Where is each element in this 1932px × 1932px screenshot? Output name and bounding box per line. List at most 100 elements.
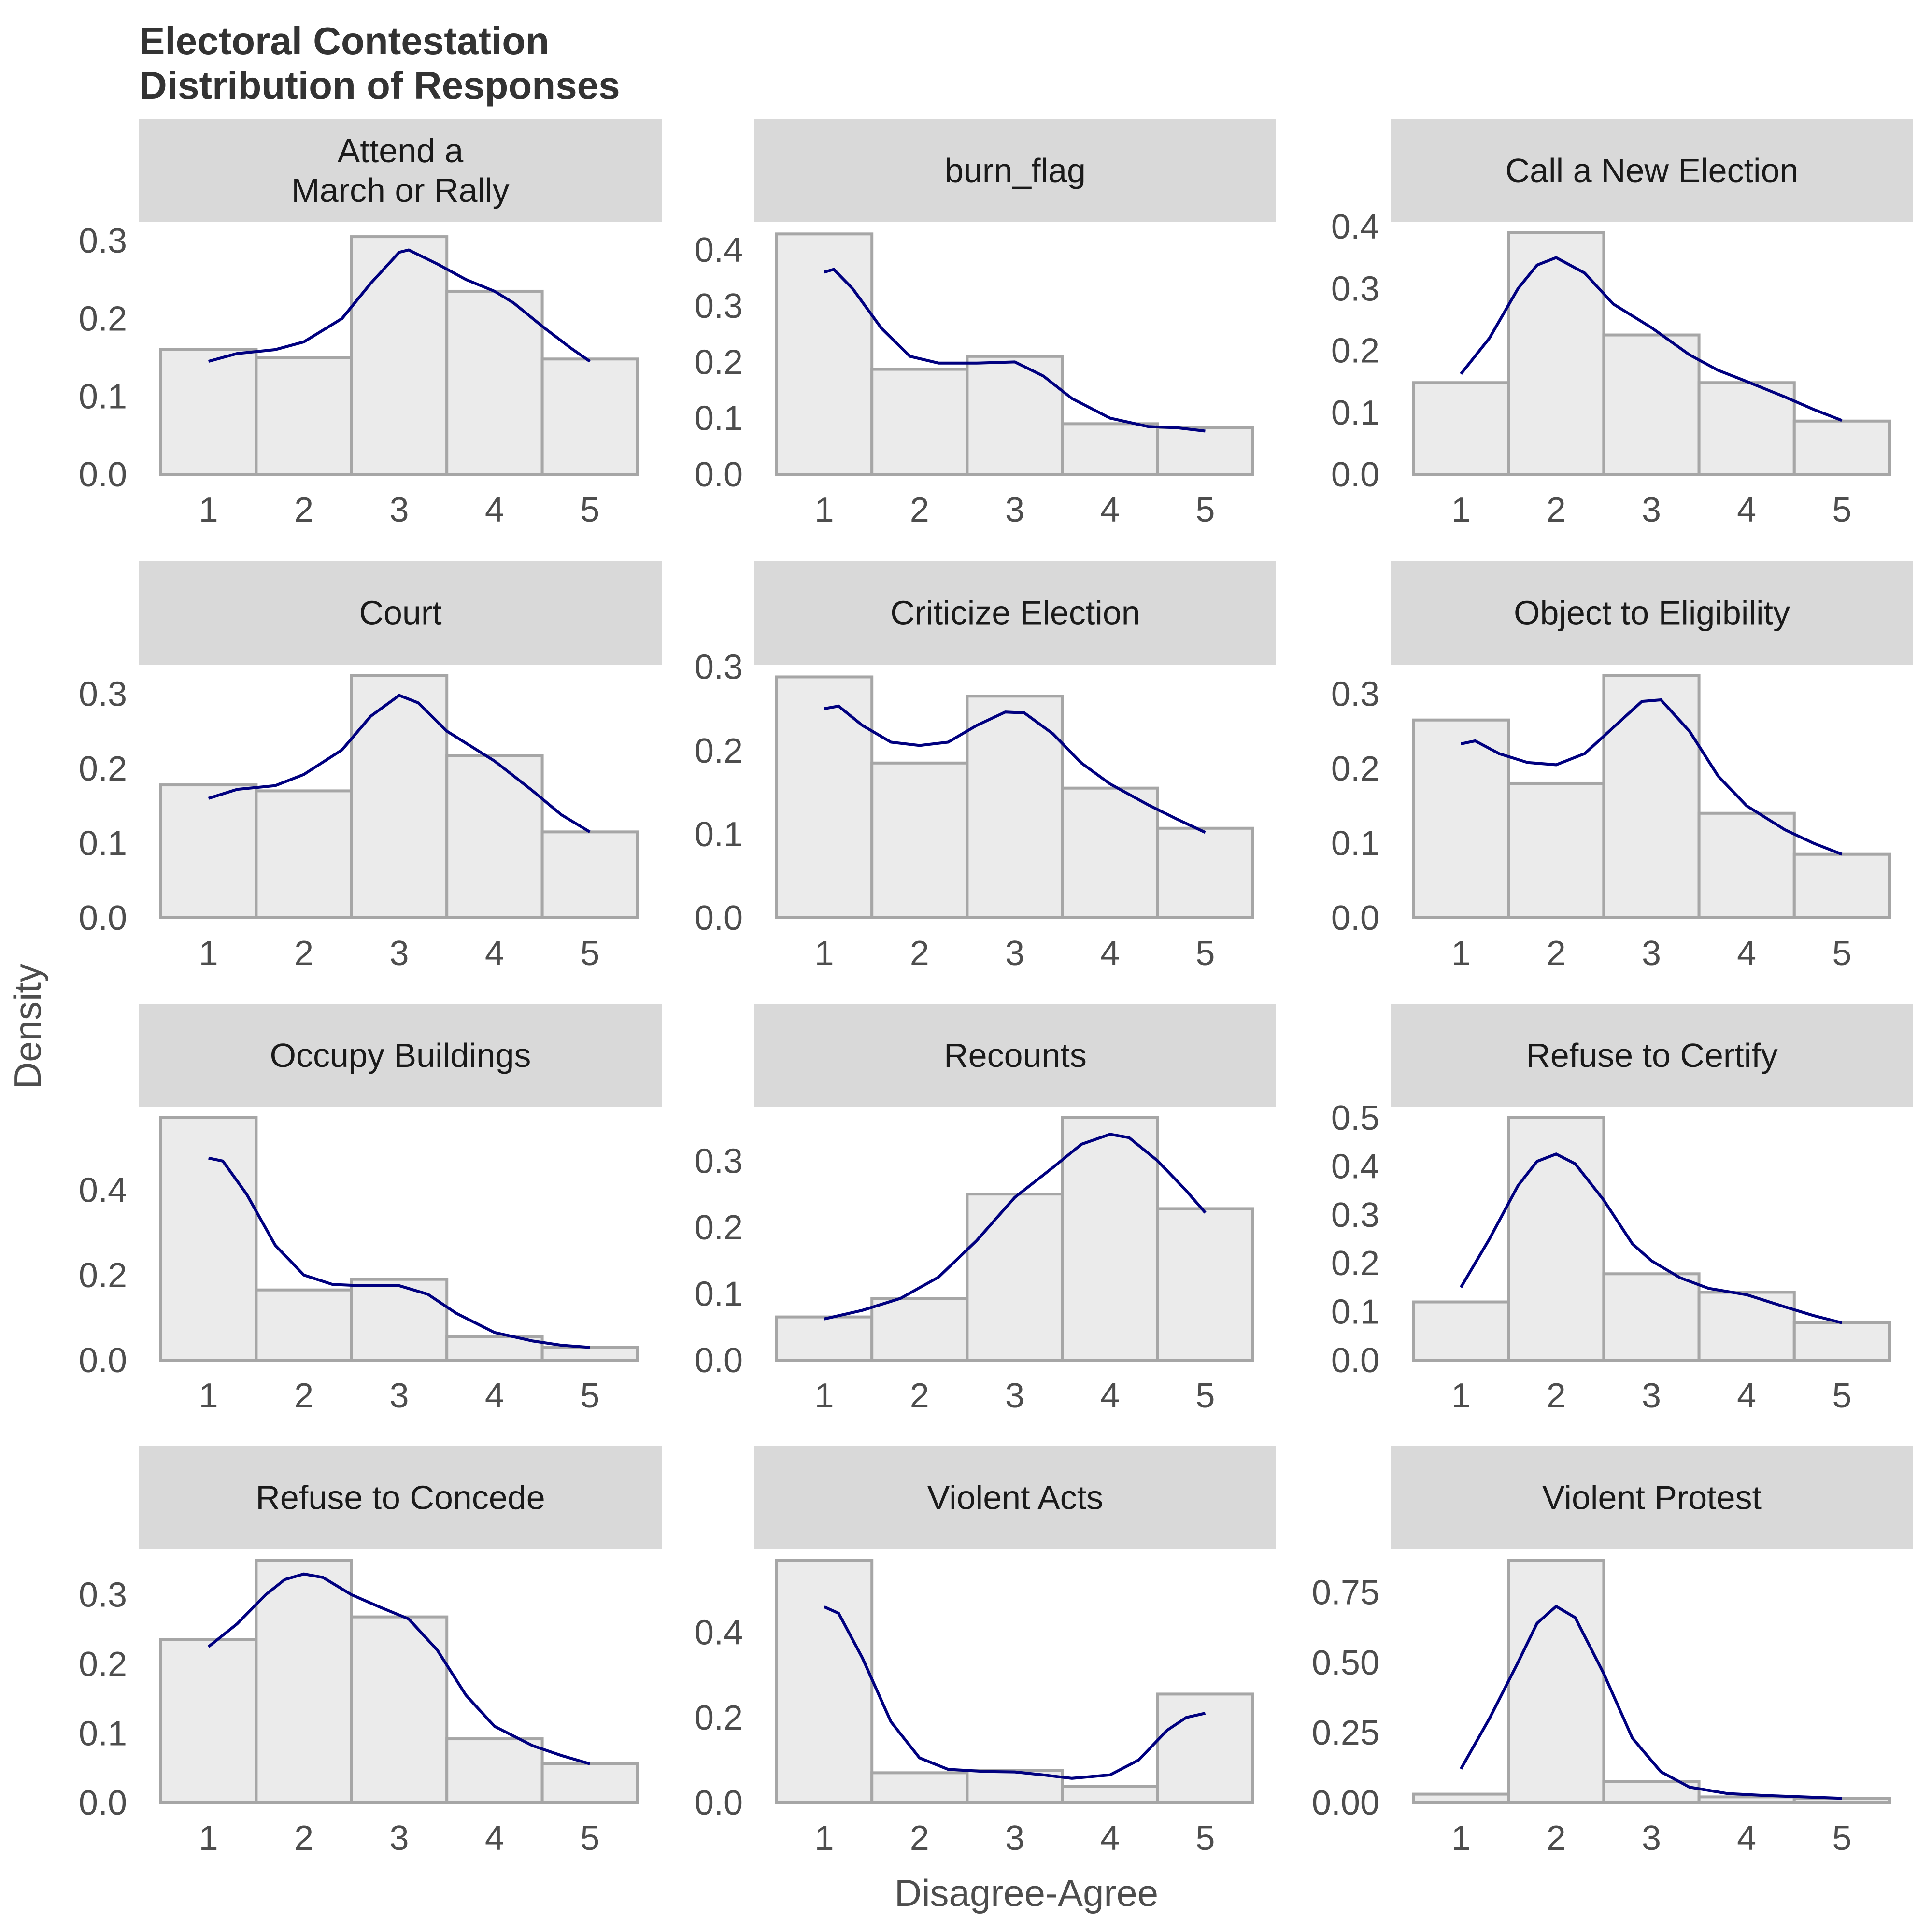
x-tick-label: 4 — [1100, 1819, 1120, 1858]
facet-panel: Refuse to Certify 0.0 0.1 0.2 0.3 0.4 0.5 1 2 3 4 5 — [1331, 1004, 1913, 1415]
facet-panel: Call a New Election 0.0 0.1 0.2 0.3 0.4 1 2 3 4 5 — [1331, 119, 1913, 529]
y-tick-label: 0.2 — [695, 1208, 743, 1247]
x-tick-label: 4 — [1737, 1819, 1756, 1858]
histogram-bar — [1602, 1272, 1701, 1362]
x-tick-label: 1 — [199, 934, 218, 973]
x-tick-label: 3 — [389, 1819, 409, 1858]
facet-strip — [1391, 1004, 1913, 1107]
x-tick-label: 4 — [1737, 491, 1756, 529]
density-line — [1460, 1152, 1843, 1324]
histogram-bar — [540, 1762, 639, 1804]
y-tick-label: 0.3 — [695, 648, 743, 687]
y-tick-label: 0.00 — [1312, 1784, 1379, 1822]
x-tick-label: 3 — [1005, 934, 1024, 973]
x-tick-label: 5 — [1832, 934, 1851, 973]
y-tick-label: 0.2 — [695, 343, 743, 382]
density-line — [824, 1605, 1206, 1780]
x-tick-label: 5 — [580, 1819, 599, 1858]
x-axis-title: Disagree-Agree — [895, 1872, 1158, 1914]
y-tick-label: 0.1 — [1331, 1293, 1379, 1332]
x-tick-label: 4 — [1100, 934, 1120, 973]
y-tick-label: 0.1 — [79, 378, 127, 416]
x-tick-label: 1 — [1451, 1377, 1471, 1415]
histogram-bar — [350, 235, 449, 476]
y-tick-label: 0.2 — [1331, 1244, 1379, 1283]
facet-strip — [754, 1446, 1276, 1549]
y-tick-label: 0.0 — [1331, 455, 1379, 494]
y-tick-label: 0.1 — [79, 1715, 127, 1753]
facet-panel: burn_flag 0.0 0.1 0.2 0.3 0.4 1 2 3 4 5 — [695, 119, 1276, 529]
histogram-bar — [159, 1116, 258, 1362]
histogram-bar — [350, 1278, 449, 1362]
facet-panel: Refuse to Concede 0.0 0.1 0.2 0.3 1 2 3 4 5 — [79, 1446, 662, 1858]
y-tick-label: 0.25 — [1312, 1714, 1379, 1752]
y-axis-title: Density — [6, 964, 49, 1089]
facet-panel: Violent Acts 0.0 0.2 0.4 1 2 3 4 5 — [695, 1446, 1276, 1858]
histogram-bar — [1061, 1116, 1159, 1362]
y-tick-label: 0.5 — [1331, 1099, 1379, 1137]
facet-panel: Criticize Election 0.0 0.1 0.2 0.3 1 2 3 4 5 — [695, 561, 1276, 973]
x-tick-label: 2 — [910, 1377, 929, 1415]
x-tick-label: 5 — [1195, 1819, 1215, 1858]
y-tick-label: 0.1 — [695, 399, 743, 438]
x-tick-label: 4 — [485, 934, 504, 973]
facet-strip — [139, 1004, 662, 1107]
histogram-bar — [1507, 1116, 1605, 1362]
x-tick-label: 1 — [1451, 934, 1471, 973]
histogram-bar — [540, 1346, 639, 1362]
y-tick-label: 0.0 — [1331, 1341, 1379, 1380]
y-tick-label: 0.1 — [1331, 824, 1379, 863]
histogram-bar — [1061, 422, 1159, 476]
histogram-bar — [255, 1559, 353, 1804]
y-tick-label: 0.50 — [1312, 1644, 1379, 1682]
histogram-bar — [445, 754, 544, 920]
histogram-bar — [540, 830, 639, 920]
y-tick-label: 0.3 — [695, 1142, 743, 1180]
y-tick-label: 0.4 — [79, 1171, 127, 1210]
x-tick-label: 3 — [1005, 1819, 1024, 1858]
x-tick-label: 2 — [1547, 491, 1566, 529]
y-tick-label: 0.2 — [79, 1256, 127, 1295]
y-tick-label: 0.0 — [79, 1341, 127, 1380]
x-tick-label: 3 — [1642, 1377, 1661, 1415]
y-tick-label: 0.2 — [695, 1699, 743, 1737]
histogram-bar — [1061, 786, 1159, 920]
y-tick-label: 0.3 — [695, 287, 743, 326]
x-tick-label: 2 — [1547, 1819, 1566, 1858]
x-tick-label: 1 — [199, 1819, 218, 1858]
facet-strip — [754, 1004, 1276, 1107]
histogram-bar — [966, 1193, 1064, 1362]
histogram-bar — [1156, 1692, 1255, 1804]
y-tick-label: 0.2 — [79, 299, 127, 338]
y-tick-label: 0.3 — [1331, 675, 1379, 714]
x-tick-label: 1 — [815, 491, 834, 529]
x-tick-label: 3 — [1005, 491, 1024, 529]
x-tick-label: 2 — [910, 934, 929, 973]
histogram-bar — [255, 1288, 353, 1362]
facet-strip-label: Court — [359, 594, 441, 632]
density-line — [824, 704, 1206, 834]
facet-strip-label: Occupy Buildings — [270, 1037, 531, 1074]
facet-strip-label: Recounts — [944, 1037, 1087, 1074]
facet-strip-label: March or Rally — [291, 171, 509, 209]
histogram-bar — [540, 357, 639, 476]
histogram-bar — [1792, 852, 1891, 919]
facet-panel: Violent Protest 0.00 0.25 0.50 0.75 1 2 3 4 5 — [1312, 1446, 1913, 1858]
density-line — [824, 268, 1206, 433]
y-tick-label: 0.2 — [79, 1645, 127, 1684]
x-tick-label: 2 — [294, 1819, 313, 1858]
x-tick-label: 1 — [1451, 1819, 1471, 1858]
y-tick-label: 0.3 — [1331, 270, 1379, 308]
x-tick-label: 2 — [294, 1377, 313, 1415]
x-tick-label: 1 — [1451, 491, 1471, 529]
histogram-bar — [1412, 1300, 1510, 1362]
y-tick-label: 0.1 — [695, 1275, 743, 1313]
facet-strip — [1391, 1446, 1913, 1549]
histogram-bar — [445, 289, 544, 476]
y-tick-label: 0.3 — [1331, 1196, 1379, 1235]
histogram-bar — [255, 356, 353, 476]
histogram-bar — [1602, 333, 1701, 476]
histogram-bar — [1156, 826, 1255, 919]
x-tick-label: 2 — [1547, 934, 1566, 973]
y-tick-label: 0.0 — [695, 1341, 743, 1380]
